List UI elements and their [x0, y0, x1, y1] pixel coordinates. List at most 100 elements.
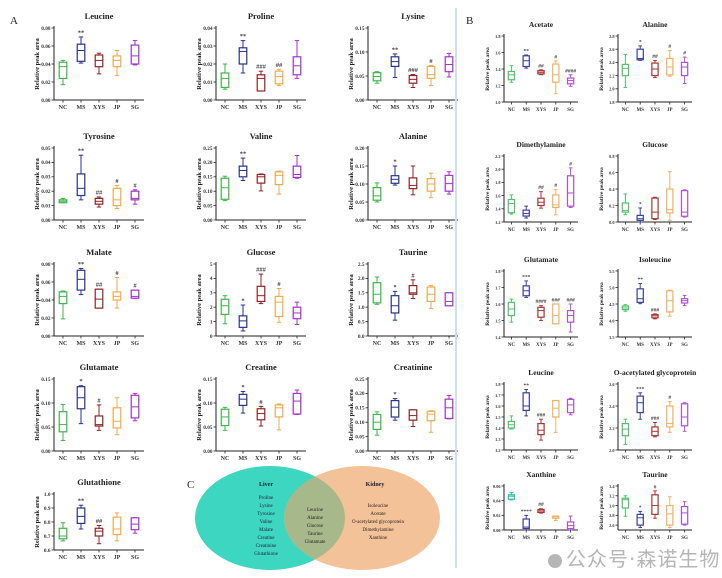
box-iqr	[220, 72, 230, 88]
chart-b-dimethylamine: Dimethylamine Relative peak area 1.2 1.4 1.6…	[485, 140, 578, 233]
panel-label-a: A	[10, 15, 18, 27]
venn-kidney-item: Xanthine	[369, 536, 388, 541]
box-iqr	[112, 407, 122, 429]
y-tick-label: 0.20	[203, 160, 213, 166]
significance-label: #	[683, 51, 686, 57]
box-iqr	[507, 198, 516, 214]
box-xys	[94, 52, 104, 75]
y-tick-label: 2	[210, 305, 213, 311]
chart-a-proline: Proline Relative peak area 0.00 0.01 0.02 0.0…	[196, 11, 306, 111]
x-tick-label: XYS	[536, 536, 546, 541]
box-sg	[444, 52, 454, 78]
y-tick-label: 0.9	[44, 506, 51, 512]
box-iqr	[636, 48, 644, 61]
x-tick-label: MS	[636, 456, 644, 461]
y-axis-label: Relative peak area	[348, 157, 355, 209]
significance-label: *	[639, 201, 642, 207]
significance-label: #	[429, 58, 433, 65]
y-tick-label: 0.00	[41, 218, 51, 224]
box-ms	[522, 54, 530, 69]
y-axis-label: Relative peak area	[34, 388, 41, 440]
y-tick-label: 0.8	[609, 154, 614, 159]
x-tick-label: JP	[428, 341, 435, 347]
x-tick-label: SG	[681, 108, 688, 113]
box-xys	[651, 59, 659, 79]
y-tick-label: 0.6	[609, 170, 615, 175]
chart-title: Lysine	[401, 11, 425, 21]
y-tick-label: 0.25	[203, 146, 213, 152]
box-nc	[220, 406, 230, 431]
chart-title: Valine	[250, 131, 273, 141]
box-nc	[621, 418, 630, 445]
y-tick-label: 3.5	[609, 335, 614, 340]
y-tick-label: 4	[210, 276, 213, 282]
watermark: 公众号·森诺生物	[548, 548, 720, 571]
box-jp	[666, 50, 674, 77]
y-tick-label: 2.8	[609, 34, 614, 39]
significance-label: ##	[96, 518, 103, 525]
chart-b-glutamate: Glutamate Relative peak area 1.4 1.5 1.6 1.7 1…	[485, 255, 578, 348]
y-tick-label: 0.00	[203, 98, 213, 104]
y-tick-label: 1.8	[495, 382, 500, 387]
x-tick-label: XYS	[650, 108, 660, 113]
box-iqr	[256, 173, 266, 184]
y-tick-label: 0.20	[355, 391, 365, 397]
y-tick-label: 0.06	[41, 280, 51, 286]
box-iqr	[130, 190, 140, 201]
x-tick-label: JP	[667, 456, 673, 461]
y-tick-label: 0.02	[203, 62, 213, 68]
box-ms	[636, 207, 644, 223]
box-sg	[566, 397, 575, 416]
venn-liver-item: Creatine	[258, 536, 276, 541]
y-axis-label: Relative peak area	[196, 273, 203, 325]
significance-label: #	[668, 395, 671, 401]
x-tick-label: SG	[681, 343, 688, 348]
chart-title: Glutamate	[524, 255, 559, 264]
x-tick-label: MS	[77, 105, 87, 111]
box-iqr	[522, 392, 530, 411]
x-tick-label: JP	[276, 105, 283, 111]
box-sg	[444, 171, 454, 195]
x-tick-label: NC	[59, 225, 68, 231]
chart-b-acetate: Acetate Relative peak area 1.0 1.2 1.4 1.6 1.8…	[485, 20, 578, 113]
y-tick-label: 4.0	[609, 318, 614, 323]
watermark-text: 公众号·森诺生物	[566, 547, 721, 571]
box-jp	[552, 189, 560, 216]
box-jp	[552, 60, 560, 95]
venn-liver-item: Lysine	[259, 504, 273, 509]
x-tick-label: XYS	[536, 108, 546, 113]
significance-label: **	[637, 277, 643, 283]
venn-shared-item: Glucose	[307, 524, 324, 529]
y-tick-label: 1.0	[44, 492, 51, 498]
venn-diagram: Liver Kidney Proline Lysine Tyrosine Valine Ma…	[195, 466, 440, 570]
chart-a-lysine: Lysine Relative peak area 0.00 0.05 0.10 0.15…	[348, 11, 458, 111]
y-tick-label: 1.8	[495, 34, 500, 39]
x-tick-label: SG	[567, 228, 574, 233]
box-jp	[112, 512, 122, 542]
y-tick-label: 0.00	[41, 98, 51, 104]
x-tick-label: XYS	[407, 105, 420, 111]
significance-label: #	[115, 270, 119, 277]
significance-label: **	[240, 33, 247, 40]
box-iqr	[666, 188, 674, 214]
y-tick-label: 0.10	[355, 420, 365, 426]
y-tick-label: 1.5	[358, 291, 365, 297]
x-tick-label: SG	[293, 341, 301, 347]
y-tick-label: 0	[210, 334, 213, 340]
x-tick-label: SG	[567, 456, 574, 461]
panel-divider	[455, 8, 457, 568]
chart-b-leucine: Leucine Relative peak area 1.2 1.3 1.4 1.5 1.6…	[485, 368, 578, 461]
y-tick-label: 0.10	[355, 50, 365, 56]
x-tick-label: MS	[391, 225, 401, 231]
box-iqr	[680, 505, 689, 525]
x-tick-label: JP	[667, 343, 673, 348]
x-tick-label: SG	[681, 456, 688, 461]
y-tick-label: 0.06	[493, 484, 501, 489]
chart-title: Glutamate	[80, 362, 119, 372]
box-jp	[426, 285, 436, 310]
chart-a-glutamate: Glutamate Relative peak area 0.00 0.05 0.10 0…	[34, 362, 144, 462]
chart-title: Creatine	[245, 362, 277, 372]
chart-title: Proline	[248, 11, 275, 21]
x-tick-label: XYS	[255, 341, 268, 347]
